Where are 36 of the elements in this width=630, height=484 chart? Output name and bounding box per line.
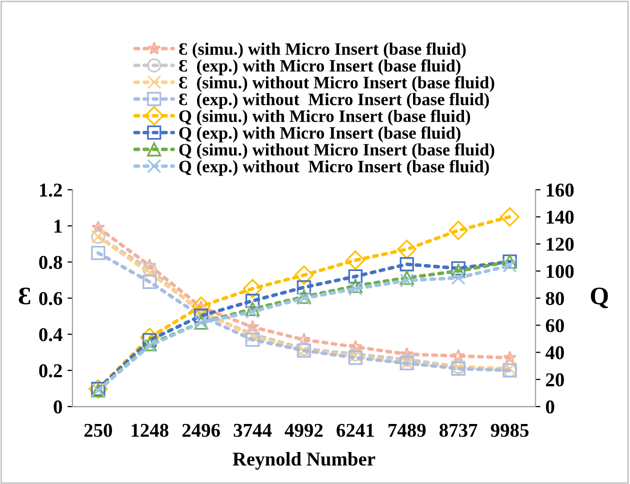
y-tick-label: 0.6 — [39, 292, 62, 306]
x-axis-title: Reynold Number — [232, 452, 376, 470]
y2-tick-label: 0 — [546, 400, 554, 414]
y-tick-label: 1.2 — [40, 184, 62, 197]
x-tick-label: 6241 — [336, 424, 374, 437]
x-tick-label: 9985 — [490, 424, 529, 437]
y2-axis-title: Q — [590, 288, 608, 308]
y-tick-label: 1 — [54, 220, 62, 233]
legend-label: Ɛ (simu.) with Micro Insert (base fluid) — [179, 42, 466, 58]
x-tick-label: 7489 — [388, 424, 426, 437]
y-tick-label: 0.8 — [39, 256, 62, 270]
legend-label: Q (exp.) with Micro Insert (base fluid) — [179, 126, 460, 142]
y2-tick-label: 140 — [546, 210, 574, 224]
y2-tick-label: 60 — [546, 319, 564, 332]
legend-label: Ɛ (simu.) without Micro Insert (base fluid) — [179, 76, 494, 92]
y2-tick-label: 100 — [546, 264, 574, 278]
x-tick-label: 4992 — [284, 424, 323, 437]
legend-label: Q (simu.) with Micro Insert (base fluid) — [179, 110, 470, 126]
x-tick-label: 2496 — [182, 424, 220, 437]
y2-tick-label: 20 — [546, 373, 564, 386]
y2-tick-label: 80 — [546, 292, 564, 306]
x-tick-label: 8737 — [440, 424, 478, 437]
y2-tick-label: 120 — [546, 238, 574, 251]
legend-label: Ɛ (exp.) without Micro Insert (base fluid) — [179, 92, 489, 109]
x-tick-label: 1248 — [132, 424, 168, 437]
x-tick-label: 250 — [84, 424, 112, 437]
y-tick-label: 0.4 — [39, 328, 62, 342]
legend-label: Q (simu.) without Micro Insert (base fluid) — [179, 143, 494, 160]
y-tick-label: 0.2 — [39, 364, 62, 378]
legend-label: Q (exp.) without Micro Insert (base fluid) — [179, 160, 489, 176]
legend-label: Ɛ (exp.) with Micro Insert (base fluid) — [179, 59, 460, 76]
x-tick-label: 3744 — [234, 424, 272, 437]
y-tick-label: 0 — [54, 400, 62, 414]
y2-tick-label: 40 — [545, 346, 564, 360]
y2-tick-label: 160 — [546, 184, 574, 197]
y-axis-title: Ɛ — [18, 288, 30, 304]
